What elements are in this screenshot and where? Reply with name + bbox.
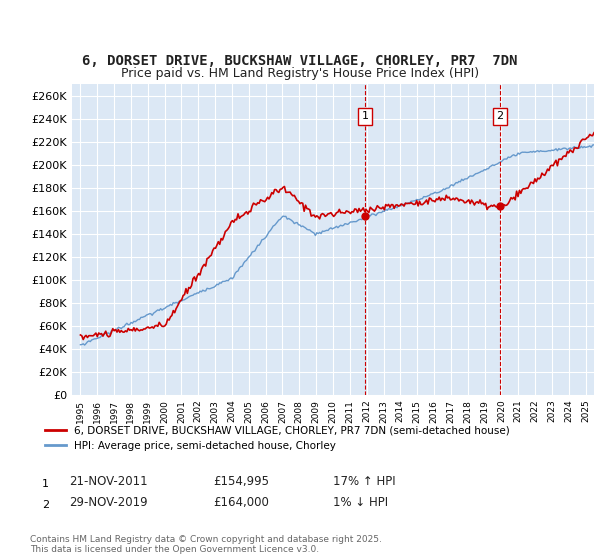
Text: 29-NOV-2019: 29-NOV-2019	[69, 496, 148, 509]
Text: 21-NOV-2011: 21-NOV-2011	[69, 475, 148, 488]
Text: £164,000: £164,000	[213, 496, 269, 509]
Text: 2: 2	[42, 500, 49, 510]
Text: Contains HM Land Registry data © Crown copyright and database right 2025.
This d: Contains HM Land Registry data © Crown c…	[30, 535, 382, 554]
Text: 1% ↓ HPI: 1% ↓ HPI	[333, 496, 388, 509]
Text: 2: 2	[496, 111, 503, 121]
Text: Price paid vs. HM Land Registry's House Price Index (HPI): Price paid vs. HM Land Registry's House …	[121, 67, 479, 80]
Text: 6, DORSET DRIVE, BUCKSHAW VILLAGE, CHORLEY, PR7  7DN: 6, DORSET DRIVE, BUCKSHAW VILLAGE, CHORL…	[82, 54, 518, 68]
Text: 17% ↑ HPI: 17% ↑ HPI	[333, 475, 395, 488]
Legend: 6, DORSET DRIVE, BUCKSHAW VILLAGE, CHORLEY, PR7 7DN (semi-detached house), HPI: : 6, DORSET DRIVE, BUCKSHAW VILLAGE, CHORL…	[41, 422, 514, 455]
Text: 1: 1	[361, 111, 368, 121]
Text: £154,995: £154,995	[213, 475, 269, 488]
Text: 1: 1	[42, 479, 49, 489]
